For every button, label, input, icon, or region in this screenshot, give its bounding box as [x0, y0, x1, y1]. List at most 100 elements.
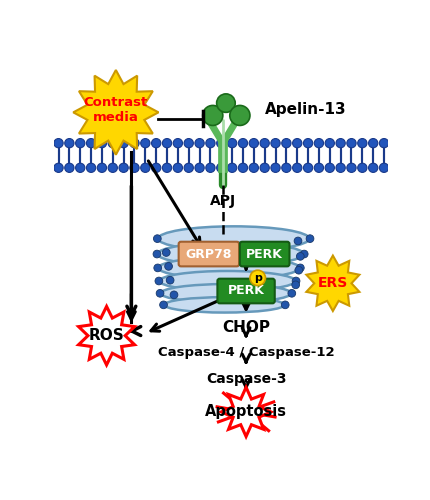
Circle shape	[303, 138, 312, 148]
Circle shape	[216, 138, 225, 148]
Circle shape	[140, 163, 150, 172]
Text: p: p	[253, 273, 261, 283]
Circle shape	[303, 163, 312, 172]
Circle shape	[119, 163, 128, 172]
Ellipse shape	[164, 297, 284, 312]
Circle shape	[296, 252, 304, 260]
Text: ERS: ERS	[317, 276, 347, 290]
Circle shape	[162, 138, 171, 148]
Circle shape	[227, 138, 236, 148]
Text: CHOP: CHOP	[221, 320, 270, 336]
Circle shape	[184, 138, 193, 148]
Circle shape	[291, 281, 299, 288]
Ellipse shape	[158, 226, 308, 251]
Circle shape	[324, 138, 334, 148]
Circle shape	[378, 138, 388, 148]
Circle shape	[287, 290, 295, 297]
Circle shape	[202, 106, 222, 126]
Circle shape	[205, 138, 215, 148]
Circle shape	[75, 163, 85, 172]
Ellipse shape	[159, 271, 295, 291]
FancyBboxPatch shape	[240, 242, 289, 266]
Circle shape	[108, 138, 117, 148]
Text: Contrast
media: Contrast media	[83, 96, 147, 124]
Text: PERK: PERK	[246, 248, 283, 260]
Circle shape	[153, 250, 160, 258]
Circle shape	[270, 138, 280, 148]
Text: Apoptosis: Apoptosis	[205, 404, 286, 419]
Circle shape	[164, 262, 172, 270]
Polygon shape	[306, 256, 359, 311]
Circle shape	[184, 163, 193, 172]
Circle shape	[281, 138, 290, 148]
Circle shape	[216, 94, 235, 112]
Circle shape	[159, 301, 167, 308]
Circle shape	[281, 163, 290, 172]
Text: APJ: APJ	[209, 194, 235, 208]
Text: Apelin-13: Apelin-13	[264, 102, 345, 117]
Circle shape	[324, 163, 334, 172]
Circle shape	[259, 163, 269, 172]
Circle shape	[335, 138, 344, 148]
Circle shape	[97, 163, 106, 172]
Circle shape	[216, 163, 225, 172]
Circle shape	[162, 248, 170, 256]
Circle shape	[346, 138, 355, 148]
Circle shape	[64, 163, 74, 172]
Circle shape	[194, 163, 204, 172]
FancyBboxPatch shape	[178, 242, 239, 266]
Circle shape	[64, 138, 74, 148]
Text: Caspase-4 / Caspase-12: Caspase-4 / Caspase-12	[157, 346, 334, 360]
Circle shape	[119, 138, 128, 148]
Circle shape	[108, 163, 117, 172]
Circle shape	[162, 163, 171, 172]
Polygon shape	[73, 70, 158, 154]
FancyBboxPatch shape	[217, 278, 274, 303]
Ellipse shape	[157, 242, 303, 266]
Circle shape	[294, 266, 302, 274]
Circle shape	[140, 138, 150, 148]
Circle shape	[154, 264, 161, 272]
Circle shape	[296, 264, 304, 272]
Circle shape	[357, 138, 366, 148]
Circle shape	[346, 163, 355, 172]
Circle shape	[194, 138, 204, 148]
Circle shape	[313, 163, 323, 172]
Text: Caspase-3: Caspase-3	[206, 372, 286, 386]
Circle shape	[153, 235, 161, 242]
Circle shape	[378, 163, 388, 172]
Ellipse shape	[158, 257, 299, 278]
Circle shape	[173, 138, 182, 148]
Ellipse shape	[160, 284, 290, 302]
Circle shape	[54, 163, 63, 172]
Circle shape	[151, 163, 160, 172]
Circle shape	[86, 138, 95, 148]
Circle shape	[293, 237, 301, 245]
Circle shape	[313, 138, 323, 148]
Circle shape	[97, 138, 106, 148]
Circle shape	[270, 163, 280, 172]
Circle shape	[205, 163, 215, 172]
Circle shape	[357, 163, 366, 172]
Text: ROS: ROS	[89, 328, 124, 343]
Circle shape	[156, 290, 163, 297]
Text: GRP78: GRP78	[185, 248, 231, 260]
Circle shape	[249, 138, 258, 148]
Circle shape	[238, 163, 247, 172]
Circle shape	[259, 138, 269, 148]
Circle shape	[54, 138, 63, 148]
Circle shape	[292, 277, 299, 285]
Circle shape	[75, 138, 85, 148]
Circle shape	[335, 163, 344, 172]
Circle shape	[368, 138, 377, 148]
Text: PERK: PERK	[227, 284, 264, 298]
Circle shape	[173, 163, 182, 172]
Circle shape	[300, 250, 307, 258]
Circle shape	[305, 235, 313, 242]
Circle shape	[249, 163, 258, 172]
Circle shape	[281, 301, 289, 308]
Circle shape	[151, 138, 160, 148]
Circle shape	[166, 276, 174, 284]
Circle shape	[238, 138, 247, 148]
Circle shape	[229, 106, 249, 126]
